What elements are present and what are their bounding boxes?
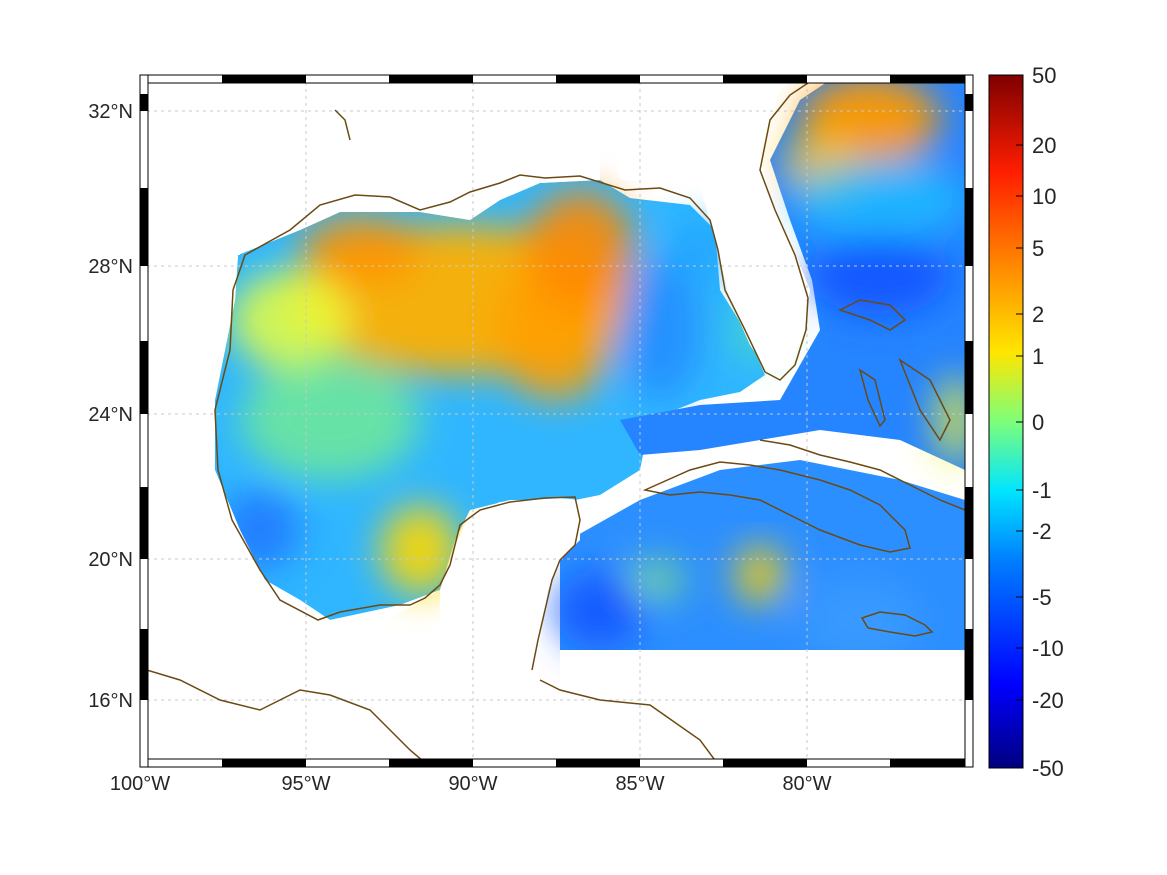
- colorbar-tick-label: 50: [1032, 63, 1056, 88]
- colorbar-tick-label: 1: [1032, 344, 1044, 369]
- x-tick-label: 95°W: [281, 773, 330, 795]
- y-tick-label: 28°N: [88, 256, 133, 278]
- x-tick-label: 100°W: [110, 773, 170, 795]
- colorbar-tick-label: -5: [1032, 585, 1052, 610]
- graticule: [140, 75, 973, 767]
- colorbar-tick-label: 0: [1032, 410, 1044, 435]
- y-tick-label: 16°N: [88, 690, 133, 712]
- colorbar-tick-label: -1: [1032, 478, 1052, 503]
- data-field: [140, 75, 973, 767]
- colorbar-tick-label: 10: [1032, 184, 1056, 209]
- colorbar-tick-label: -20: [1032, 688, 1064, 713]
- x-axis-labels: 100°W 95°W 90°W 85°W 80°W: [110, 773, 832, 795]
- y-tick-label: 24°N: [88, 404, 133, 426]
- x-tick-label: 80°W: [782, 773, 831, 795]
- colorbar-tick-label: 20: [1032, 133, 1056, 158]
- y-tick-label: 32°N: [88, 101, 133, 123]
- coastlines: [140, 75, 966, 767]
- y-tick-label: 20°N: [88, 549, 133, 571]
- colorbar-tick-label: -50: [1032, 756, 1064, 781]
- x-tick-label: 90°W: [448, 773, 497, 795]
- map-frame: [139, 74, 974, 768]
- colorbar-tick-label: 5: [1032, 236, 1044, 261]
- x-tick-label: 85°W: [615, 773, 664, 795]
- florida-land: [600, 75, 810, 372]
- colorbar-tick-label: -2: [1032, 519, 1052, 544]
- y-axis-labels: 32°N 28°N 24°N 20°N 16°N: [88, 101, 133, 712]
- colorbar-tick-label: -10: [1032, 636, 1064, 661]
- colorbar-tick-label: 2: [1032, 302, 1044, 327]
- colorbar: 50 20 10 5 2 1 0 -1 -2 -5 -10 -20 -50: [988, 63, 1064, 781]
